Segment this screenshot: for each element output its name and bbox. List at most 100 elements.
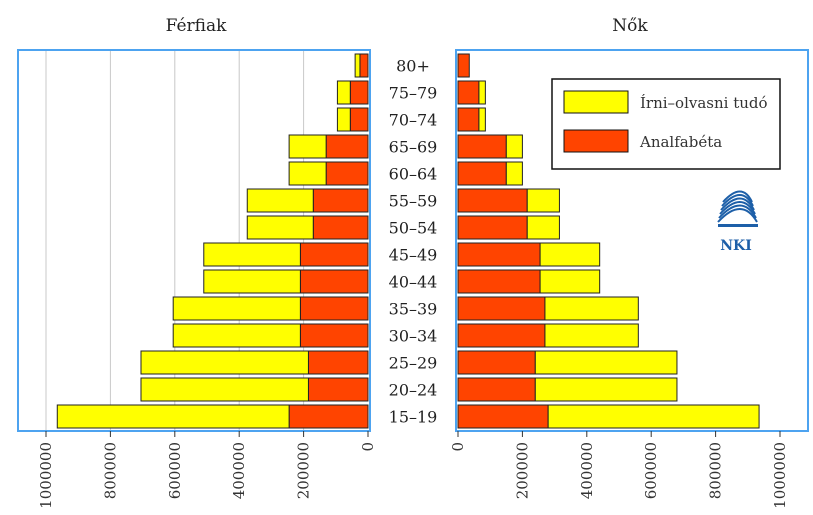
bar-women-illiterate-45-49: [457, 242, 541, 267]
bar-women-illiterate-30-34: [457, 323, 546, 348]
bar-men-illiterate-35-39: [299, 296, 369, 321]
bar-women-literate-40-44: [539, 269, 601, 294]
age-label-25-29: 25–29: [389, 354, 438, 373]
tick-label-women: 0: [449, 442, 467, 452]
age-label-35-39: 35–39: [389, 300, 438, 319]
bar-women-literate-15-19: [547, 404, 760, 429]
tick-label-men: 600000: [166, 442, 184, 499]
bar-women-literate-50-54: [526, 215, 560, 240]
bar-men-illiterate-45-49: [299, 242, 369, 267]
bar-men-literate-70-74: [336, 107, 351, 132]
bars-women: [457, 53, 760, 429]
x-axis-men: 1000000 800000 600000 400000 200000 0: [37, 431, 377, 509]
age-label-75-79: 75–79: [389, 84, 438, 103]
bar-men-literate-50-54: [246, 215, 314, 240]
tick-label-women: 400000: [578, 442, 596, 499]
legend-swatch-illiterate: [563, 129, 629, 153]
tick-label-men: 0: [359, 442, 377, 452]
tick-label-women: 1000000: [771, 442, 789, 509]
plot-frame-men: [17, 49, 371, 432]
bar-men-illiterate-15-19: [288, 404, 369, 429]
age-label-65-69: 65–69: [389, 138, 438, 157]
bar-women-literate-35-39: [544, 296, 639, 321]
age-label-60-64: 60–64: [389, 165, 438, 184]
bar-women-illiterate-50-54: [457, 215, 528, 240]
bar-men-illiterate-55-59: [312, 188, 369, 213]
bar-women-literate-55-59: [526, 188, 560, 213]
bar-men-literate-15-19: [56, 404, 290, 429]
bar-women-literate-25-29: [534, 350, 678, 375]
bar-men-literate-45-49: [203, 242, 301, 267]
bar-women-literate-70-74: [478, 107, 486, 132]
bar-women-illiterate-60-64: [457, 161, 507, 186]
age-label-20-24: 20–24: [389, 381, 438, 400]
age-label-30-34: 30–34: [389, 327, 438, 346]
bar-women-literate-60-64: [505, 161, 523, 186]
bar-men-illiterate-80: [359, 53, 369, 78]
legend-swatch-literate: [563, 90, 629, 114]
bar-women-literate-30-34: [544, 323, 639, 348]
bar-women-illiterate-25-29: [457, 350, 536, 375]
bar-men-literate-35-39: [172, 296, 301, 321]
bar-men-literate-40-44: [203, 269, 301, 294]
bar-women-illiterate-75-79: [457, 80, 480, 105]
bar-women-illiterate-15-19: [457, 404, 549, 429]
tick-label-men: 400000: [230, 442, 248, 499]
nki-logo-mark: [717, 190, 758, 227]
bar-men-literate-60-64: [288, 161, 327, 186]
legend-label-illiterate: Analfabéta: [639, 133, 722, 151]
bars-men: [56, 53, 369, 429]
bar-women-illiterate-35-39: [457, 296, 546, 321]
bar-women-illiterate-55-59: [457, 188, 528, 213]
age-label-80: 80+: [396, 57, 430, 76]
logo-stripe: [721, 194, 754, 207]
x-axis-women: 0 200000 400000 600000 800000 1000000: [449, 431, 789, 509]
bar-women-illiterate-20-24: [457, 377, 536, 402]
bar-women-illiterate-70-74: [457, 107, 480, 132]
age-label-45-49: 45–49: [389, 246, 438, 265]
panel-title-men: Férfiak: [166, 16, 228, 36]
age-label-15-19: 15–19: [389, 408, 438, 427]
bar-men-illiterate-20-24: [307, 377, 369, 402]
bar-men-literate-80: [354, 53, 361, 78]
bar-men-illiterate-25-29: [307, 350, 369, 375]
tick-label-women: 600000: [642, 442, 660, 499]
logo-stripe: [720, 197, 755, 211]
bar-men-literate-25-29: [140, 350, 309, 375]
bar-men-illiterate-40-44: [299, 269, 369, 294]
panel-women: Nők 0 200000 400000 600000 800000 1000000 Írn…: [449, 16, 809, 509]
bar-men-illiterate-75-79: [349, 80, 369, 105]
bar-men-literate-65-69: [288, 134, 327, 159]
bar-men-literate-75-79: [336, 80, 351, 105]
bar-women-literate-75-79: [478, 80, 486, 105]
logo-stripe: [722, 190, 753, 203]
bar-men-illiterate-60-64: [325, 161, 369, 186]
tick-label-men: 200000: [295, 442, 313, 499]
bar-men-literate-30-34: [172, 323, 301, 348]
age-group-labels: 80+ 75–79 70–74 65–69 60–64 55–59 50–54 45–49 40…: [389, 57, 438, 427]
plot-frame-women: [455, 49, 809, 432]
logo-stripe: [717, 208, 758, 223]
bar-men-literate-55-59: [246, 188, 314, 213]
bar-men-illiterate-65-69: [325, 134, 369, 159]
legend-label-literate: Írni–olvasni tudó: [640, 94, 768, 112]
bar-men-illiterate-70-74: [349, 107, 369, 132]
panel-title-women: Nők: [612, 16, 648, 36]
bar-women-literate-45-49: [539, 242, 601, 267]
age-label-55-59: 55–59: [389, 192, 438, 211]
age-label-50-54: 50–54: [389, 219, 438, 238]
bar-men-illiterate-30-34: [299, 323, 369, 348]
nki-logo-icon: NKI: [717, 190, 758, 254]
age-label-40-44: 40–44: [389, 273, 438, 292]
bar-women-literate-20-24: [534, 377, 678, 402]
logo-stripe: [718, 204, 757, 219]
panel-men: Férfiak 1000000 800000 600000 400000 200000 0: [17, 16, 377, 509]
tick-label-women: 200000: [513, 442, 531, 499]
logo-stripe: [719, 201, 756, 215]
bar-women-literate-65-69: [505, 134, 523, 159]
legend: Írni–olvasni tudó Analfabéta: [551, 78, 781, 170]
bar-women-illiterate-80: [457, 53, 470, 78]
bar-women-illiterate-65-69: [457, 134, 507, 159]
age-label-70-74: 70–74: [389, 111, 438, 130]
